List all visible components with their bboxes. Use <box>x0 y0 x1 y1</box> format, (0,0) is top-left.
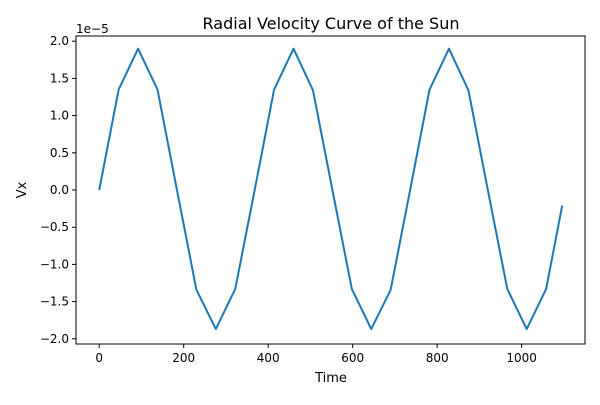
x-tick-label: 1000 <box>506 351 537 365</box>
y-axis-ticks: −2.0 −1.5 −1.0 −0.5 0.0 0.5 1.0 1.5 2.0 <box>40 34 76 346</box>
y-tick-label: 1.0 <box>50 109 69 123</box>
y-tick-label: 0.0 <box>50 183 69 197</box>
y-tick-label: 0.5 <box>50 146 69 160</box>
y-tick-label: −0.5 <box>40 220 69 234</box>
chart-title: Radial Velocity Curve of the Sun <box>203 14 460 33</box>
y-tick-label: 1.5 <box>50 71 69 85</box>
x-tick-label: 0 <box>95 351 103 365</box>
y-axis-label: Vx <box>15 181 30 198</box>
plot-area-frame <box>75 35 586 345</box>
x-tick-label: 800 <box>426 351 449 365</box>
y-tick-label: −2.0 <box>40 332 69 346</box>
y-tick-label: −1.5 <box>40 295 69 309</box>
y-tick-label: 2.0 <box>50 34 69 48</box>
x-tick-label: 200 <box>172 351 195 365</box>
y-offset-label: 1e−5 <box>76 22 109 36</box>
series-lines <box>98 47 564 331</box>
x-tick-label: 600 <box>341 351 364 365</box>
x-tick-label: 400 <box>257 351 280 365</box>
x-axis-label: Time <box>314 371 347 386</box>
series-line <box>98 47 564 331</box>
y-tick-label: −1.0 <box>40 257 69 271</box>
x-axis-ticks: 0 200 400 600 800 1000 <box>95 344 537 365</box>
